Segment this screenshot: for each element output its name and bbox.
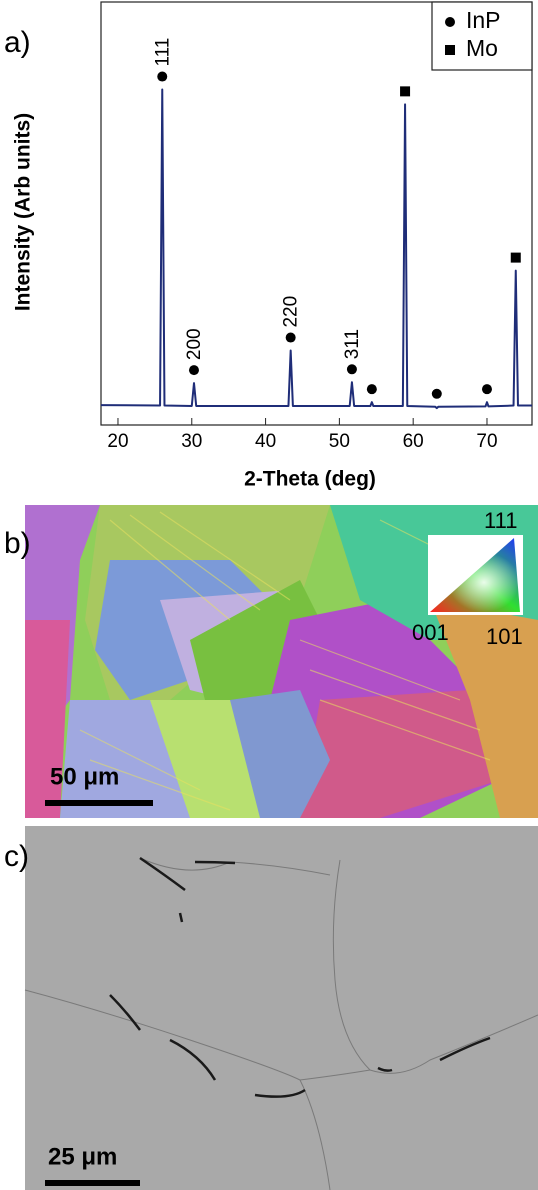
x-tick-label: 50	[329, 431, 350, 452]
peak-label: 200	[184, 328, 205, 360]
peak-marker	[481, 384, 492, 395]
x-tick-label: 60	[403, 431, 424, 452]
x-tick-label: 70	[476, 431, 497, 452]
peak-marker	[188, 365, 199, 376]
scale-bar-label: 50 μm	[50, 763, 119, 790]
legend-box	[431, 1, 533, 71]
legend-label: InP	[466, 7, 501, 33]
panel-label: c)	[4, 840, 29, 873]
panel-label: b)	[4, 527, 31, 560]
plot-frame	[100, 1, 533, 426]
peak-marker	[157, 71, 168, 82]
x-tick-label: 20	[107, 431, 128, 452]
ipf-label: 001	[412, 620, 449, 645]
peak-label: 311	[342, 329, 363, 359]
ipf-label: 111	[484, 508, 517, 533]
legend-label: Mo	[466, 35, 498, 61]
x-axis-title: 2-Theta (deg)	[244, 468, 376, 491]
peak-marker	[510, 252, 521, 263]
peak-marker	[285, 332, 296, 343]
data-line	[100, 88, 532, 410]
peak-marker	[366, 384, 377, 395]
peak-marker	[346, 364, 357, 375]
panel-label: a)	[4, 26, 31, 59]
sem-image	[24, 826, 538, 1190]
peak-marker	[431, 388, 442, 399]
x-tick-label: 30	[181, 431, 202, 452]
legend-marker	[445, 45, 455, 55]
x-tick-label: 40	[255, 431, 276, 452]
y-axis-title: Intensity (Arb units)	[12, 113, 35, 311]
ipf-label: 101	[486, 624, 523, 649]
scale-bar-label: 25 μm	[48, 1143, 117, 1170]
ebsd-map	[25, 505, 538, 818]
peak-label: 220	[281, 296, 302, 328]
peak-label: 111	[152, 38, 173, 67]
legend-marker	[445, 17, 455, 27]
peak-marker	[400, 86, 411, 97]
